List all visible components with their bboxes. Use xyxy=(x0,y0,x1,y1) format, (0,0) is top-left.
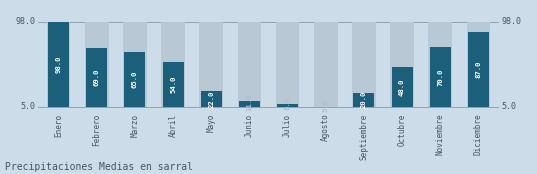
Bar xyxy=(85,22,108,106)
Bar xyxy=(125,52,146,106)
Text: 48.0: 48.0 xyxy=(399,78,405,96)
Text: 22.0: 22.0 xyxy=(208,90,214,108)
Text: 54.0: 54.0 xyxy=(170,76,176,93)
Text: 98.0: 98.0 xyxy=(56,56,62,73)
Bar xyxy=(48,22,69,106)
Bar xyxy=(86,48,107,106)
Bar xyxy=(201,91,222,106)
Bar xyxy=(468,32,489,106)
Bar xyxy=(467,22,490,106)
Bar xyxy=(390,22,414,106)
Text: 69.0: 69.0 xyxy=(94,69,100,86)
Text: 65.0: 65.0 xyxy=(132,70,138,88)
Bar xyxy=(353,93,374,106)
Text: 20.0: 20.0 xyxy=(361,91,367,108)
Bar xyxy=(163,62,184,106)
Text: 70.0: 70.0 xyxy=(437,68,443,86)
Bar xyxy=(47,22,70,106)
Text: 98.0: 98.0 xyxy=(502,17,521,26)
Text: 5.0: 5.0 xyxy=(21,102,35,111)
Text: 87.0: 87.0 xyxy=(475,61,481,78)
Bar xyxy=(430,47,451,106)
Bar xyxy=(123,22,147,106)
Bar xyxy=(352,22,376,106)
Text: 8.0: 8.0 xyxy=(285,97,291,110)
Text: 5.0: 5.0 xyxy=(502,102,516,111)
Text: 98.0: 98.0 xyxy=(16,17,35,26)
Bar xyxy=(161,22,185,106)
Text: Precipitaciones Medias en sarral: Precipitaciones Medias en sarral xyxy=(5,162,193,172)
Bar xyxy=(239,101,260,106)
Bar xyxy=(199,22,223,106)
Bar xyxy=(277,104,298,106)
Text: 11.0: 11.0 xyxy=(246,94,252,111)
Bar xyxy=(237,22,261,106)
Text: 5.0: 5.0 xyxy=(323,99,329,112)
Bar xyxy=(429,22,452,106)
Bar xyxy=(391,67,412,106)
Bar xyxy=(314,22,338,106)
Bar xyxy=(276,22,300,106)
